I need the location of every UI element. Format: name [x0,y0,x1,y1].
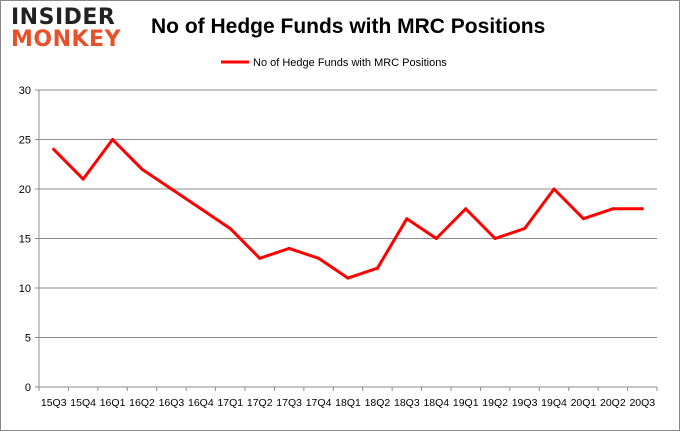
data-point [111,138,115,141]
data-point [405,217,409,221]
data-point [464,207,468,211]
y-tick-label: 10 [19,283,31,295]
data-point [552,187,556,191]
data-point [523,227,527,231]
data-point [52,147,56,151]
x-tick-label: 20Q1 [571,397,597,409]
x-tick-label: 20Q3 [629,397,655,409]
x-tick-label: 17Q4 [306,397,332,409]
x-tick-label: 18Q1 [335,397,361,409]
y-tick-label: 20 [19,184,31,196]
data-point [375,266,379,270]
x-tick-label: 16Q3 [159,397,185,409]
x-tick-label: 20Q2 [600,397,626,409]
data-point [228,227,232,231]
y-tick-label: 15 [19,234,31,246]
data-point [258,256,262,260]
data-point [611,207,615,211]
data-point [346,276,350,280]
y-tick-label: 5 [25,333,31,345]
x-tick-label: 19Q4 [541,397,567,409]
data-point [140,167,144,171]
x-tick-label: 15Q4 [70,397,96,409]
x-tick-label: 16Q2 [129,397,155,409]
data-point [199,207,203,211]
y-tick-label: 0 [25,382,31,394]
x-tick-label: 15Q3 [41,397,67,409]
x-tick-label: 16Q1 [100,397,126,409]
y-tick-label: 30 [19,85,31,97]
series-line [52,138,644,280]
data-point [434,237,438,240]
data-point [169,187,173,191]
x-tick-label: 19Q3 [512,397,538,409]
x-tick-label: 17Q3 [276,397,302,409]
logo-line1: INSIDER [11,5,116,30]
data-point [317,256,321,260]
x-tick-label: 18Q3 [394,397,420,409]
data-point [581,217,585,221]
legend-label: No of Hedge Funds with MRC Positions [253,57,447,69]
data-point [640,207,644,211]
insider-monkey-logo: INSIDER MONKEY [11,7,131,55]
logo-line2: MONKEY [11,27,122,52]
x-tick-label: 18Q4 [423,397,449,409]
data-point [81,177,85,181]
data-point [287,246,291,250]
x-tick-label: 17Q2 [247,397,273,409]
x-tick-label: 18Q2 [365,397,391,409]
x-tick-label: 19Q1 [453,397,479,409]
x-tick-label: 19Q2 [482,397,508,409]
data-point [493,237,497,240]
y-tick-label: 25 [19,135,31,147]
x-tick-label: 17Q1 [217,397,243,409]
x-tick-label: 16Q4 [188,397,214,409]
chart-title: No of Hedge Funds with MRC Positions [151,15,546,38]
